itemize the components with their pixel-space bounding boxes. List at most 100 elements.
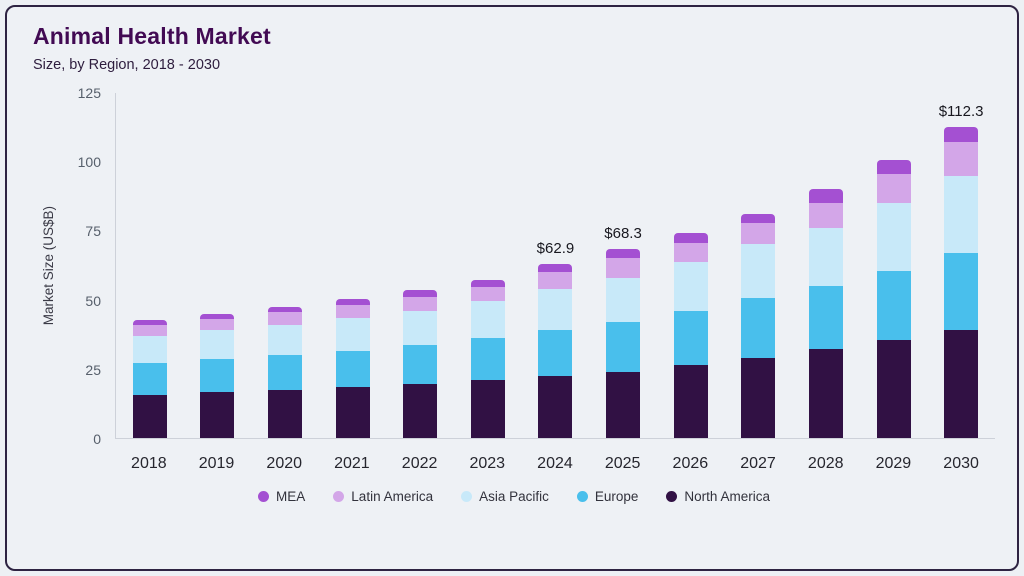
segment-mea-2018 [132,320,167,325]
segment-europe-2025 [606,321,641,372]
legend-label-europe: Europe [594,489,639,504]
x-label-2021: 2021 [334,455,370,472]
bar-stack-2030 [944,127,979,438]
segment-mea-2020 [268,306,303,313]
legend-item-mea[interactable]: MEA [258,489,305,504]
segment-asia-pacific-2021 [335,317,370,351]
legend-item-asia-pacific[interactable]: Asia Pacific [461,489,549,504]
segment-europe-2030 [944,252,979,330]
segment-latin-america-2019 [200,318,235,331]
y-tick-25: 25 [85,361,101,378]
bar-stack-2025 [606,249,641,438]
legend-label-latin-america: Latin America [351,489,434,504]
bar-2019[interactable] [185,313,249,438]
segment-latin-america-2030 [944,141,979,177]
segment-europe-2022 [403,345,438,384]
bar-stack-2023 [470,280,505,438]
segment-mea-2023 [470,280,505,288]
segment-mea-2021 [335,299,370,305]
y-axis-title-cell: Market Size (US$B) [33,93,63,439]
segment-europe-2018 [132,363,167,396]
bar-2018[interactable] [118,320,182,438]
y-tick-125: 125 [77,85,101,101]
legend-dot-latin-america [333,491,345,502]
segment-asia-pacific-2027 [741,244,776,299]
segment-asia-pacific-2028 [808,227,843,286]
segment-europe-2023 [470,338,505,380]
x-label-2023: 2023 [469,455,506,472]
bar-2030[interactable]: $112.3 [929,103,993,438]
segment-asia-pacific-2019 [200,330,235,360]
x-label-2030: 2030 [943,455,979,472]
segment-europe-2019 [200,359,235,393]
bar-2023[interactable] [456,280,520,438]
bar-stack-2018 [132,320,167,438]
x-label-2027: 2027 [740,455,776,472]
bar-2026[interactable] [659,233,723,438]
bar-stack-2022 [403,289,438,438]
x-label-2028: 2028 [807,455,844,472]
x-label-2022: 2022 [401,455,438,472]
legend-dot-mea [258,491,270,502]
legend-item-europe[interactable]: Europe [576,489,639,504]
segment-mea-2026 [673,233,708,243]
chart-subtitle: Size, by Region, 2018 - 2030 [33,57,221,73]
segment-latin-america-2024 [538,271,573,289]
bar-stack-2027 [741,213,776,438]
segment-north-america-2029 [876,339,911,438]
segment-europe-2029 [876,270,911,340]
chart-card: Animal Health Market Size, by Region, 20… [5,5,1019,571]
segment-latin-america-2029 [876,173,911,203]
segment-latin-america-2020 [268,312,303,325]
segment-north-america-2025 [606,371,641,438]
segment-asia-pacific-2025 [606,277,641,322]
bar-2021[interactable] [321,299,385,438]
segment-latin-america-2021 [335,304,370,318]
segment-asia-pacific-2020 [268,324,303,356]
segment-europe-2028 [808,285,843,350]
legend-label-north-america: North America [684,489,770,504]
segment-latin-america-2018 [132,324,167,336]
segment-asia-pacific-2022 [403,310,438,346]
bar-stack-2026 [673,233,708,438]
chart-area: Market Size (US$B) 0 25 50 75 100 125 $62.9 $6… [33,85,995,473]
bar-2029[interactable] [862,159,926,438]
legend-label-asia-pacific: Asia Pacific [479,489,549,504]
segment-north-america-2018 [132,395,167,438]
segment-asia-pacific-2023 [470,301,505,339]
bar-stack-2028 [808,188,843,438]
bar-2025[interactable]: $68.3 [591,225,655,438]
legend-item-north-america[interactable]: North America [666,489,770,504]
segment-latin-america-2025 [606,258,641,278]
segment-latin-america-2022 [403,296,438,311]
segment-north-america-2023 [470,379,505,438]
segment-europe-2024 [538,330,573,376]
bar-2022[interactable] [388,289,452,438]
segment-mea-2028 [808,188,843,203]
segment-europe-2020 [268,355,303,390]
segment-north-america-2024 [538,375,573,438]
segment-mea-2027 [741,213,776,224]
bar-2024[interactable]: $62.9 [523,240,587,438]
y-tick-100: 100 [77,154,101,171]
segment-mea-2022 [403,289,438,297]
bar-stack-2019 [200,313,235,438]
y-axis: 0 25 50 75 100 125 [63,85,115,447]
plot-area: $62.9 $68.3 $112.3 [115,93,995,439]
segment-asia-pacific-2029 [876,202,911,271]
y-tick-0: 0 [93,431,101,447]
chart-title: Animal Health Market [33,23,271,49]
bar-value-label-2024: $62.9 [536,239,575,257]
legend-item-latin-america[interactable]: Latin America [333,489,433,504]
bar-2028[interactable] [794,188,858,438]
segment-north-america-2021 [335,386,370,438]
bar-stack-2021 [335,299,370,438]
y-tick-75: 75 [85,223,101,240]
segment-latin-america-2027 [741,223,776,245]
bar-2020[interactable] [253,306,317,438]
legend-dot-europe [576,491,588,502]
segment-north-america-2030 [944,330,979,438]
segment-asia-pacific-2024 [538,288,573,331]
bar-2027[interactable] [726,213,790,438]
legend-label-mea: MEA [276,489,306,504]
